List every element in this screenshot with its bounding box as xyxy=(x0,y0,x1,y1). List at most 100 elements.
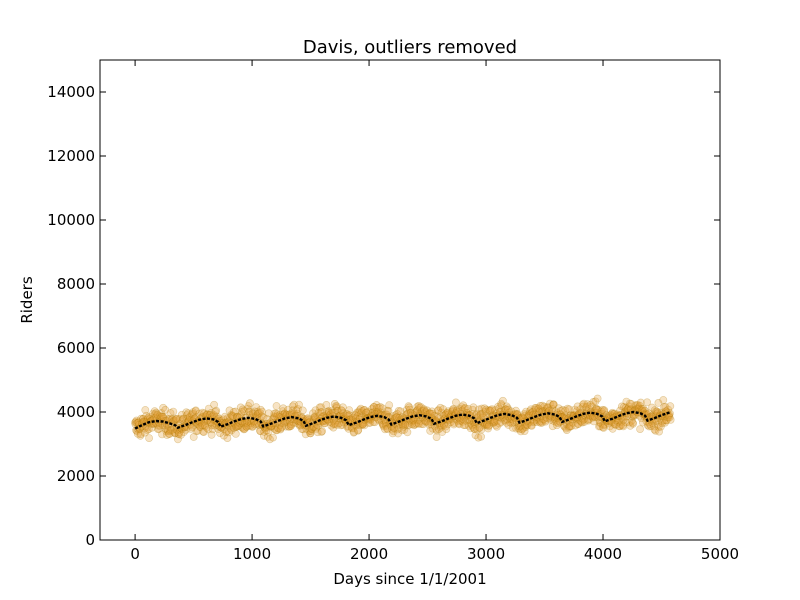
scatter-point xyxy=(444,410,453,419)
scatter-point xyxy=(171,415,180,424)
scatter-point xyxy=(426,426,435,435)
scatter-point xyxy=(210,421,219,430)
scatter-point xyxy=(495,404,503,413)
scatter-point xyxy=(625,402,634,411)
scatter-point xyxy=(522,407,530,416)
scatter-point xyxy=(484,422,493,431)
scatter-point xyxy=(627,416,636,425)
scatter-point xyxy=(158,430,166,439)
scatter-point xyxy=(579,402,588,411)
scatter-point xyxy=(597,419,605,428)
scatter-point xyxy=(508,419,517,427)
scatter-point xyxy=(220,412,229,421)
scatter-point xyxy=(661,402,670,411)
scatter-point xyxy=(645,420,654,428)
scatter-point xyxy=(432,426,441,435)
scatter-point xyxy=(400,425,409,434)
scatter-point xyxy=(408,420,416,428)
scatter-point xyxy=(349,424,358,433)
scatter-point xyxy=(653,407,662,416)
scatter-point xyxy=(175,415,184,423)
scatter-point xyxy=(472,410,481,419)
scatter-point xyxy=(602,411,611,420)
scatter-point xyxy=(158,412,167,421)
scatter-point xyxy=(538,401,547,410)
scatter-point xyxy=(303,414,312,423)
scatter-point xyxy=(136,430,145,438)
scatter-point xyxy=(278,407,287,416)
scatter-point xyxy=(563,404,572,413)
scatter-point xyxy=(199,421,208,429)
scatter-point xyxy=(497,414,506,423)
scatter-point xyxy=(523,421,532,430)
scatter-point xyxy=(335,419,344,428)
scatter-point xyxy=(565,405,574,414)
scatter-point xyxy=(528,407,537,416)
scatter-point xyxy=(631,401,640,410)
scatter-point xyxy=(153,410,162,419)
scatter-point xyxy=(273,410,282,418)
scatter-point xyxy=(144,425,153,433)
scatter-point xyxy=(263,414,271,423)
scatter-point xyxy=(410,421,418,430)
scatter-point xyxy=(179,415,188,423)
scatter-point xyxy=(362,408,370,417)
scatter-point xyxy=(195,421,203,430)
scatter-point xyxy=(337,421,345,430)
scatter-point xyxy=(313,428,322,437)
scatter-point xyxy=(179,428,188,436)
scatter-point xyxy=(570,405,579,414)
scatter-point xyxy=(198,408,207,417)
scatter-point xyxy=(379,420,388,429)
scatter-point xyxy=(241,419,250,428)
scatter-point xyxy=(450,418,458,427)
scatter-point xyxy=(253,409,262,418)
scatter-point xyxy=(175,430,183,439)
scatter-point xyxy=(178,416,187,424)
scatter-point xyxy=(244,402,253,410)
scatter-point xyxy=(236,403,245,412)
scatter-point xyxy=(536,419,545,427)
scatter-point xyxy=(316,411,324,420)
x-tick-label: 3000 xyxy=(467,545,505,563)
y-tick-label: 8000 xyxy=(57,275,95,293)
scatter-point xyxy=(430,411,439,420)
scatter-point xyxy=(349,428,358,437)
scatter-point xyxy=(147,423,156,432)
scatter-point xyxy=(626,421,635,430)
scatter-point xyxy=(389,412,397,421)
scatter-point xyxy=(345,406,354,414)
scatter-point xyxy=(501,416,509,425)
scatter-point xyxy=(414,401,423,410)
scatter-point xyxy=(228,411,236,420)
scatter-point xyxy=(238,405,247,414)
scatter-point xyxy=(650,425,659,434)
scatter-point xyxy=(157,409,166,417)
scatter-point xyxy=(616,406,624,415)
scatter-point xyxy=(259,413,268,422)
scatter-point xyxy=(173,414,182,423)
scatter-point xyxy=(270,424,279,433)
scatter-point xyxy=(562,426,571,434)
scatter-point xyxy=(199,428,208,436)
scatter-point xyxy=(648,403,656,412)
scatter-point xyxy=(382,421,391,430)
scatter-point xyxy=(398,420,407,429)
scatter-point xyxy=(131,417,140,426)
scatter-point xyxy=(622,418,630,427)
scatter-point xyxy=(169,416,178,425)
scatter-point xyxy=(446,418,455,427)
scatter-point xyxy=(134,418,143,427)
scatter-point xyxy=(549,400,558,409)
scatter-point xyxy=(490,417,499,426)
scatter-point xyxy=(202,423,211,432)
scatter-point xyxy=(311,413,319,422)
scatter-point xyxy=(487,406,496,414)
scatter-point xyxy=(495,419,504,428)
scatter-point xyxy=(491,406,500,415)
scatter-point xyxy=(295,421,304,430)
scatter-point xyxy=(662,416,671,425)
scatter-point xyxy=(544,403,553,412)
scatter-point xyxy=(643,398,651,407)
scatter-point xyxy=(410,416,419,425)
